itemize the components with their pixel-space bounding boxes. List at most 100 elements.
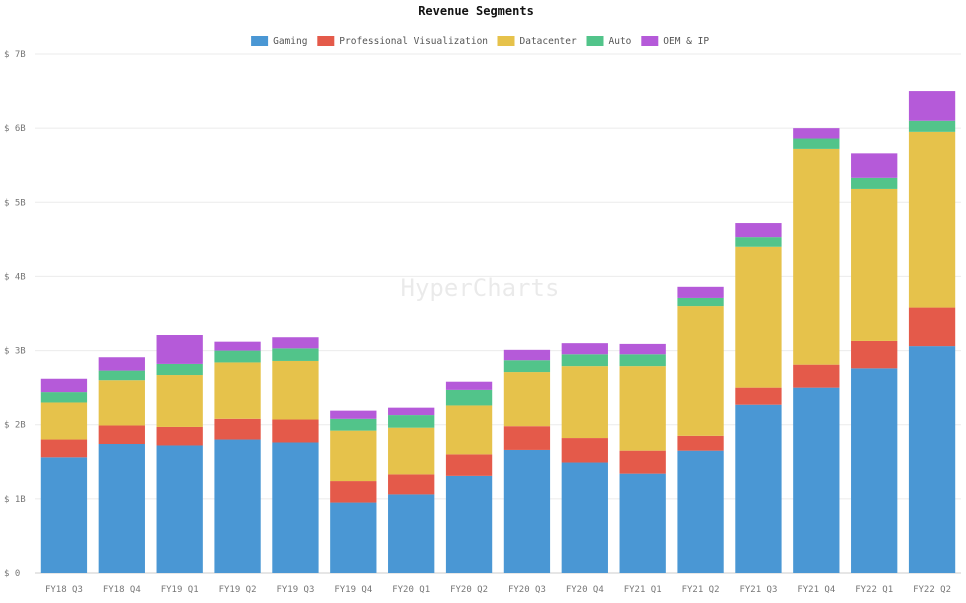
bar-segment — [561, 354, 608, 367]
bar-segment — [214, 350, 261, 363]
x-tick-label: FY18 Q4 — [103, 585, 141, 595]
bar-segment — [272, 348, 319, 361]
x-tick-label: FY22 Q1 — [855, 585, 893, 595]
x-tick-label: FY21 Q2 — [682, 585, 720, 595]
bar-segment — [272, 337, 319, 349]
bar-segment — [445, 454, 493, 476]
x-tick-label: FY20 Q2 — [450, 585, 488, 595]
bar-segment — [908, 91, 956, 121]
bar-segment — [388, 407, 435, 416]
bar-segment — [156, 426, 203, 446]
bar-segment — [40, 392, 88, 403]
legend-swatch — [317, 36, 335, 46]
legend-label: Datacenter — [520, 36, 577, 47]
bar-segment — [619, 343, 666, 355]
bar-segment — [793, 138, 840, 149]
legend-label: Gaming — [273, 36, 307, 47]
bar-segment — [503, 426, 551, 450]
bar-segment — [619, 366, 666, 451]
legend: Gaming Professional Visualization Datacent… — [251, 36, 709, 47]
bar-segment — [156, 363, 203, 376]
bar-segment — [330, 410, 377, 419]
bar-segment — [677, 450, 724, 573]
bar-segment — [735, 404, 782, 573]
bar-segment — [503, 349, 551, 361]
bar-segment — [445, 381, 493, 390]
bar-segment — [98, 425, 145, 444]
x-tick-label: FY20 Q3 — [508, 585, 546, 595]
y-tick-label: $ 2B — [4, 421, 26, 431]
bar-segment — [619, 473, 666, 573]
legend-swatch — [497, 36, 515, 46]
bar-segment — [272, 360, 319, 420]
bar-segment — [445, 389, 493, 406]
y-tick-label: $ 1B — [4, 495, 26, 505]
bar-segment — [793, 128, 840, 139]
bar-segment — [388, 474, 435, 495]
bar-segment — [40, 457, 88, 573]
x-tick-label: FY19 Q3 — [276, 585, 314, 595]
x-tick-label: FY22 Q2 — [913, 585, 951, 595]
x-tick-label: FY19 Q1 — [161, 585, 199, 595]
x-tick-label: FY20 Q1 — [392, 585, 430, 595]
bar-segment — [908, 120, 956, 132]
bar-segment — [214, 439, 261, 573]
x-tick-label: FY21 Q1 — [624, 585, 662, 595]
bar-segment — [388, 415, 435, 428]
bar-segment — [735, 387, 782, 405]
bar-segment — [793, 364, 840, 388]
legend-label: OEM & IP — [663, 36, 709, 47]
bar-segment — [851, 177, 898, 189]
bar-segment — [851, 368, 898, 573]
bar-segment — [98, 443, 145, 573]
bar-segment — [40, 378, 88, 393]
bar-segment — [735, 223, 782, 238]
bar-segment — [908, 131, 956, 308]
bar-segment — [388, 494, 435, 573]
bar-segment — [214, 362, 261, 419]
bar-segment — [445, 405, 493, 455]
y-tick-label: $ 6B — [4, 124, 26, 134]
bar-segment — [272, 442, 319, 573]
bar-segment — [677, 306, 724, 436]
bar-segment — [156, 335, 203, 364]
bar-segment — [156, 445, 203, 573]
legend-label: Auto — [609, 36, 632, 47]
x-tick-label: FY21 Q3 — [739, 585, 777, 595]
x-tick-label: FY21 Q4 — [797, 585, 835, 595]
chart-title: Revenue Segments — [418, 4, 534, 18]
bar-segment — [503, 372, 551, 427]
legend-label: Professional Visualization — [339, 36, 488, 47]
bar-segment — [561, 462, 608, 573]
x-axis-ticks: FY18 Q3 FY18 Q4 FY19 Q1 FY19 Q2 FY19 Q3 FY19 … — [45, 585, 951, 595]
bar-segment — [619, 450, 666, 474]
y-tick-label: $ 3B — [4, 347, 26, 357]
bar-segment — [98, 370, 145, 381]
watermark: HyperCharts — [401, 274, 560, 302]
bar-segment — [735, 246, 782, 388]
bar-segment — [330, 502, 377, 573]
bar-segment — [98, 357, 145, 371]
y-tick-label: $ 4B — [4, 272, 26, 282]
bar-segment — [98, 380, 145, 426]
x-tick-label: FY18 Q3 — [45, 585, 83, 595]
x-tick-label: FY19 Q2 — [219, 585, 257, 595]
legend-swatch — [641, 36, 659, 46]
legend-swatch — [586, 36, 604, 46]
bar-segment — [677, 297, 724, 307]
bar-segment — [793, 148, 840, 365]
bar-segment — [445, 475, 493, 573]
x-tick-label: FY19 Q4 — [334, 585, 372, 595]
bar-segment — [793, 387, 840, 573]
bar-segment — [214, 341, 261, 351]
bar-segment — [40, 402, 88, 440]
bar-segment — [40, 439, 88, 458]
bar-segment — [851, 340, 898, 369]
bar-segment — [330, 430, 377, 482]
bar-segment — [677, 435, 724, 451]
bar-segment — [330, 418, 377, 431]
bar-segment — [156, 375, 203, 427]
bar-segment — [272, 419, 319, 443]
bar-segment — [677, 286, 724, 298]
